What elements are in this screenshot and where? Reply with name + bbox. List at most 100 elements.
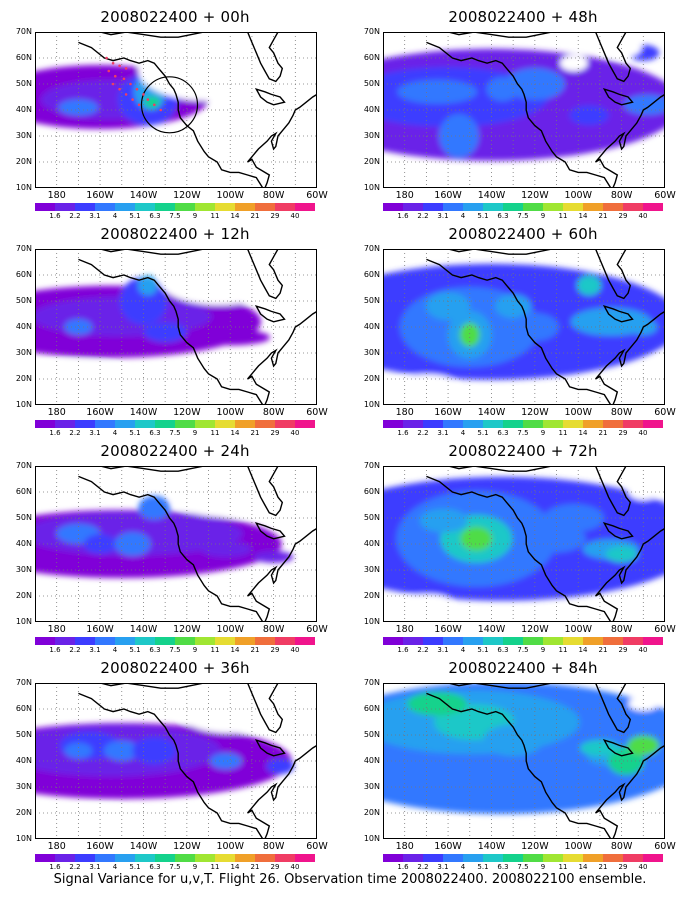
colorbar-swatch: [195, 420, 215, 428]
colorbar-level-label: 21: [250, 646, 260, 654]
variance-contour: [84, 534, 117, 554]
lon-tick-label: 120W: [521, 841, 549, 852]
lat-tick-label: 20N: [15, 157, 32, 166]
lon-tick-label: 180: [395, 841, 414, 852]
observation-point: [142, 93, 145, 96]
observation-point: [135, 87, 139, 91]
colorbar-swatch: [423, 637, 443, 645]
colorbar-level-label: 5.1: [477, 212, 489, 220]
lon-tick-label: 180: [395, 624, 414, 635]
lat-tick-label: 60N: [15, 53, 32, 62]
lon-tick-label: 120W: [521, 190, 549, 201]
variance-contour: [426, 292, 471, 321]
lon-tick-label: 160W: [434, 624, 462, 635]
observation-point: [105, 56, 108, 60]
lon-tick-label: 80W: [262, 407, 285, 418]
colorbar-swatch: [175, 637, 195, 645]
colorbar-swatch: [175, 854, 195, 862]
colorbar-swatch: [135, 203, 155, 211]
lat-tick-label: 40N: [15, 322, 32, 331]
colorbar-level-label: 9: [192, 212, 198, 220]
variance-contour: [143, 322, 188, 343]
lon-tick-label: 180: [395, 407, 414, 418]
colorbar-level-label: 4: [112, 212, 118, 220]
colorbar-level-label: 14: [578, 212, 588, 220]
colorbar-swatch: [95, 203, 115, 211]
map-svg: [35, 466, 317, 622]
colorbar: [35, 854, 315, 862]
lat-tick-label: 50N: [363, 79, 380, 88]
colorbar-swatch: [35, 203, 55, 211]
lat-tick-label: 10N: [15, 183, 32, 192]
colorbar-level-label: 7.5: [169, 646, 181, 654]
colorbar-level-label: 6.3: [149, 212, 161, 220]
map-svg: [35, 249, 317, 405]
colorbar-swatch: [215, 854, 235, 862]
colorbar-swatch: [55, 637, 75, 645]
colorbar-level-label: 14: [578, 429, 588, 437]
lon-tick-label: 80W: [610, 841, 633, 852]
lat-tick-label: 40N: [363, 539, 380, 548]
colorbar-swatch: [195, 637, 215, 645]
no-data-region: [138, 41, 279, 101]
colorbar-level-label: 1.6: [397, 863, 409, 871]
colorbar-swatch: [623, 203, 643, 211]
lon-tick-label: 180: [47, 190, 66, 201]
lon-tick-label: 60W: [306, 841, 328, 852]
colorbar-swatch: [603, 203, 623, 211]
observation-point: [113, 74, 117, 78]
map-svg: [35, 32, 317, 188]
colorbar-swatch: [55, 420, 75, 428]
variance-contour: [137, 275, 158, 296]
colorbar-swatch: [235, 203, 255, 211]
colorbar-level-label: 2.2: [417, 429, 429, 437]
variance-contour: [495, 294, 532, 319]
colorbar-swatch: [503, 854, 523, 862]
observation-point: [131, 98, 134, 101]
coastline: [99, 466, 205, 472]
variance-contour: [577, 275, 602, 296]
colorbar-swatch: [115, 854, 135, 862]
colorbar-level-label: 9: [192, 863, 198, 871]
no-data-region: [159, 255, 280, 306]
lat-tick-label: 60N: [363, 704, 380, 713]
lat-tick-label: 40N: [15, 539, 32, 548]
map-frame: [383, 683, 665, 839]
colorbar-swatch: [603, 637, 623, 645]
variance-contour: [397, 79, 478, 104]
lat-tick-label: 10N: [363, 834, 380, 843]
colorbar-swatch: [503, 637, 523, 645]
coastline: [246, 249, 284, 300]
no-data-region: [35, 149, 129, 175]
lon-tick-label: 160W: [434, 190, 462, 201]
colorbar-level-label: 40: [290, 863, 300, 871]
colorbar-level-label: 29: [618, 429, 628, 437]
colorbar-swatch: [255, 637, 275, 645]
lon-tick-label: 60W: [306, 190, 328, 201]
colorbar-level-label: 3.1: [437, 863, 449, 871]
colorbar-level-label: 9: [540, 863, 546, 871]
colorbar-swatch: [155, 637, 175, 645]
no-data-region: [559, 55, 588, 72]
lon-tick-label: 160W: [434, 841, 462, 852]
map-panel: 2008022400 + 00h 70N 60N 50N 40N 30N 20N 10N 180…: [0, 8, 350, 220]
colorbar-level-label: 29: [270, 646, 280, 654]
colorbar-swatch: [563, 854, 583, 862]
colorbar-swatch: [135, 637, 155, 645]
coastline: [595, 310, 665, 405]
colorbar-swatch: [403, 420, 423, 428]
lat-tick-label: 50N: [15, 296, 32, 305]
variance-contour: [199, 541, 252, 558]
colorbar-swatch: [255, 420, 275, 428]
colorbar-swatch: [295, 637, 315, 645]
lat-tick-label: 70N: [15, 678, 32, 687]
colorbar-swatch: [75, 854, 95, 862]
map-plot: [383, 466, 665, 622]
colorbar-swatch: [643, 420, 663, 428]
variance-contour: [438, 114, 479, 158]
lat-tick-label: 60N: [15, 270, 32, 279]
coastline: [246, 466, 284, 517]
variance-contour: [483, 724, 544, 757]
map-svg: [383, 249, 665, 405]
coastline: [254, 739, 286, 757]
